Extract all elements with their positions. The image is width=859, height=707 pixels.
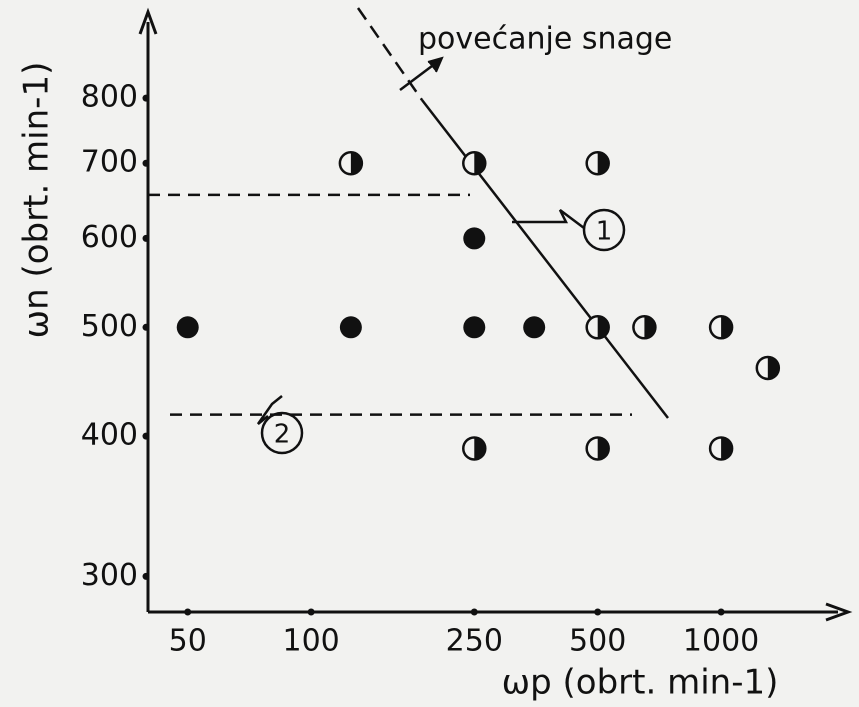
y-tick: [142, 159, 150, 167]
x-tick: [594, 608, 602, 616]
y-tick-label: 700: [81, 145, 138, 180]
region-label: 2: [274, 420, 291, 450]
y-tick-label: 300: [81, 558, 138, 593]
y-tick: [142, 572, 150, 580]
region-circle: [582, 208, 626, 252]
y-tick-label: 400: [81, 418, 138, 453]
annotation: povećanje snage: [418, 22, 672, 57]
x-tick-label: 100: [283, 624, 340, 659]
x-axis-arrow: [825, 602, 853, 622]
half-marker: [338, 150, 364, 176]
y-tick-label: 600: [81, 220, 138, 255]
half-marker: [462, 150, 487, 176]
x-tick-label: 50: [169, 624, 207, 659]
half-marker: [708, 315, 734, 340]
full-marker: [463, 227, 486, 250]
boundary-dashed: [356, 7, 424, 101]
half-marker: [708, 436, 734, 461]
y-axis-label: ωn (obrt. min-1): [17, 62, 57, 339]
x-axis-label: ωp (obrt. min-1): [502, 663, 779, 703]
region-circle: [260, 411, 304, 455]
y-tick-label: 500: [81, 309, 138, 344]
x-tick: [307, 608, 315, 616]
arrow-head: [427, 56, 444, 73]
y-tick: [142, 432, 150, 440]
full-marker: [176, 316, 199, 339]
pointer: [256, 395, 283, 425]
y-tick: [142, 94, 150, 102]
x-tick-label: 500: [569, 624, 626, 659]
half-marker: [462, 436, 487, 461]
full-marker: [463, 316, 486, 339]
x-tick-label: 250: [446, 624, 503, 659]
y-tick: [142, 323, 150, 331]
half-marker: [585, 315, 610, 340]
x-tick: [717, 608, 725, 616]
full-marker: [339, 316, 362, 339]
x-tick-label: 1000: [683, 624, 759, 659]
boundary-line: [421, 99, 669, 419]
y-axis-arrow: [138, 7, 158, 35]
half-marker: [585, 436, 610, 461]
x-tick: [470, 608, 478, 616]
half-marker: [585, 150, 610, 176]
half-marker: [755, 355, 781, 381]
pointer: [512, 209, 585, 229]
full-marker: [523, 316, 546, 339]
region-label: 1: [596, 217, 613, 247]
half-marker: [632, 315, 657, 340]
y-tick-label: 800: [81, 80, 138, 115]
y-tick: [142, 234, 150, 242]
x-tick: [184, 608, 192, 616]
